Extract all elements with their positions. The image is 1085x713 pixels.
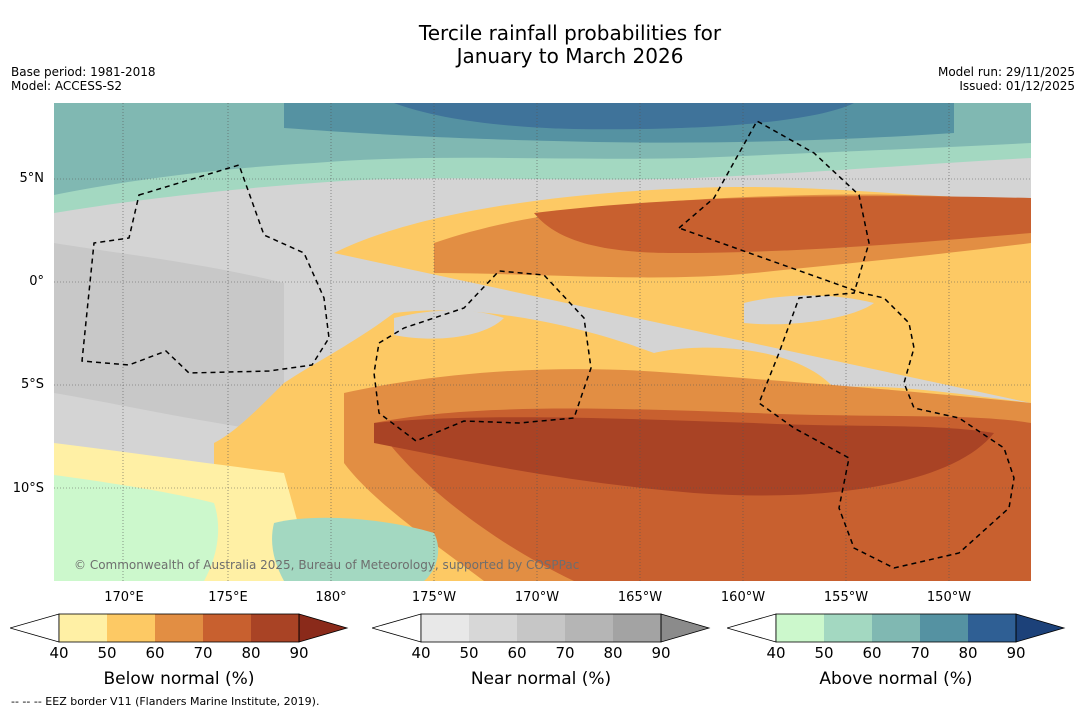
cbar-near-arrow-right [660, 613, 711, 643]
cbar-above-swatch-1 [824, 614, 872, 642]
lon-label-170w: 170°W [514, 590, 560, 605]
cbar-near-tick-40: 40 [411, 644, 431, 662]
lon-label-165w: 165°W [617, 590, 663, 605]
cbar-above-tick-60: 60 [862, 644, 882, 662]
cbar-above-swatch-2 [872, 614, 920, 642]
eez-line-islands [677, 119, 1015, 569]
cbar-below-swatches [59, 614, 299, 642]
cbar-above-label: Above normal (%) [819, 669, 973, 689]
eez-tuvalu [373, 270, 592, 442]
lat-label-10s: 10°S [12, 481, 44, 496]
above-normal-southwest [54, 475, 219, 581]
cbar-near-swatches [421, 614, 661, 642]
eez-kiribati-gilbert [81, 164, 330, 374]
cbar-near-swatch-2 [517, 614, 565, 642]
lon-label-175e: 175°E [208, 590, 248, 605]
copyright-notice: © Commonwealth of Australia 2025, Bureau… [74, 558, 580, 572]
cbar-near-swatch-4 [613, 614, 661, 642]
lon-label-155w: 155°W [823, 590, 869, 605]
cbar-above-swatches [776, 614, 1016, 642]
cbar-below-swatch-1 [107, 614, 155, 642]
lon-label-180: 180° [315, 590, 347, 605]
cbar-below-swatch-2 [155, 614, 203, 642]
cbar-near-swatch-1 [469, 614, 517, 642]
near-normal-patch-west [54, 243, 284, 433]
title-line-2: January to March 2026 [456, 44, 684, 68]
cbar-near-label: Near normal (%) [470, 669, 612, 689]
issued-date: Issued: 01/12/2025 [959, 79, 1075, 93]
colorbar-near-normal [372, 613, 711, 643]
cbar-below-arrow-left [10, 613, 60, 643]
colorbar-above-normal [727, 613, 1066, 643]
lat-label-5s: 5°S [20, 377, 44, 392]
model-run: Model run: 29/11/2025 [937, 65, 1075, 79]
cbar-near-tick-90: 90 [651, 644, 671, 662]
cbar-near-arrow-left [372, 613, 422, 643]
base-period: Base period: 1981-2018 [11, 65, 156, 79]
cbar-below-swatch-4 [251, 614, 299, 642]
map-canvas [54, 103, 1031, 581]
cbar-near-tick-70: 70 [555, 644, 575, 662]
cbar-below-arrow-right [298, 613, 349, 643]
lat-label-0: 0° [29, 274, 44, 289]
cbar-below-tick-50: 50 [97, 644, 117, 662]
near-normal-island [744, 295, 874, 325]
model-name: Model: ACCESS-S2 [11, 79, 123, 93]
cbar-below-tick-90: 90 [289, 644, 309, 662]
lon-label-160w: 160°W [720, 590, 766, 605]
below-normal-70-north [534, 196, 1031, 253]
cbar-below-swatch-0 [59, 614, 107, 642]
graticule [54, 103, 1031, 581]
meta-right: Model run: 29/11/2025 Issued: 01/12/2025 [938, 65, 1075, 93]
cbar-above-tick-50: 50 [814, 644, 834, 662]
cbar-above-swatch-3 [920, 614, 968, 642]
lon-label-175w: 175°W [411, 590, 457, 605]
eez-footnote: -- -- -- EEZ border V11 (Flanders Marine… [11, 695, 320, 708]
cbar-below-tick-80: 80 [241, 644, 261, 662]
cbar-above-tick-80: 80 [958, 644, 978, 662]
above-normal-core [394, 103, 854, 130]
lon-label-170e: 170°E [104, 590, 144, 605]
cbar-below-tick-60: 60 [145, 644, 165, 662]
cbar-below-tick-70: 70 [193, 644, 213, 662]
cbar-above-tick-40: 40 [766, 644, 786, 662]
cbar-below-label: Below normal (%) [103, 669, 255, 689]
below-normal-80-south [374, 417, 994, 496]
title-line-1: Tercile rainfall probabilities for [418, 21, 722, 45]
above-normal-south [272, 517, 439, 581]
cbar-near-swatch-3 [565, 614, 613, 642]
eez-borders [81, 119, 1015, 569]
probability-map[interactable] [54, 103, 1031, 581]
lat-label-5n: 5°N [19, 171, 45, 186]
cbar-near-tick-60: 60 [507, 644, 527, 662]
cbar-above-swatch-4 [968, 614, 1016, 642]
cbar-above-arrow-right [1015, 613, 1066, 643]
cbar-above-tick-90: 90 [1006, 644, 1026, 662]
cbar-above-arrow-left [727, 613, 777, 643]
cbar-below-swatch-3 [203, 614, 251, 642]
colorbar-below-normal [10, 613, 349, 643]
cbar-above-swatch-0 [776, 614, 824, 642]
cbar-below-tick-40: 40 [49, 644, 69, 662]
cbar-near-swatch-0 [421, 614, 469, 642]
near-normal-island-2 [394, 310, 504, 339]
cbar-near-tick-80: 80 [603, 644, 623, 662]
cbar-near-tick-50: 50 [459, 644, 479, 662]
meta-left: Base period: 1981-2018 Model: ACCESS-S2 [11, 65, 156, 93]
cbar-above-tick-70: 70 [910, 644, 930, 662]
lon-label-150w: 150°W [926, 590, 972, 605]
map-title: Tercile rainfall probabilities for Janua… [0, 22, 1085, 68]
